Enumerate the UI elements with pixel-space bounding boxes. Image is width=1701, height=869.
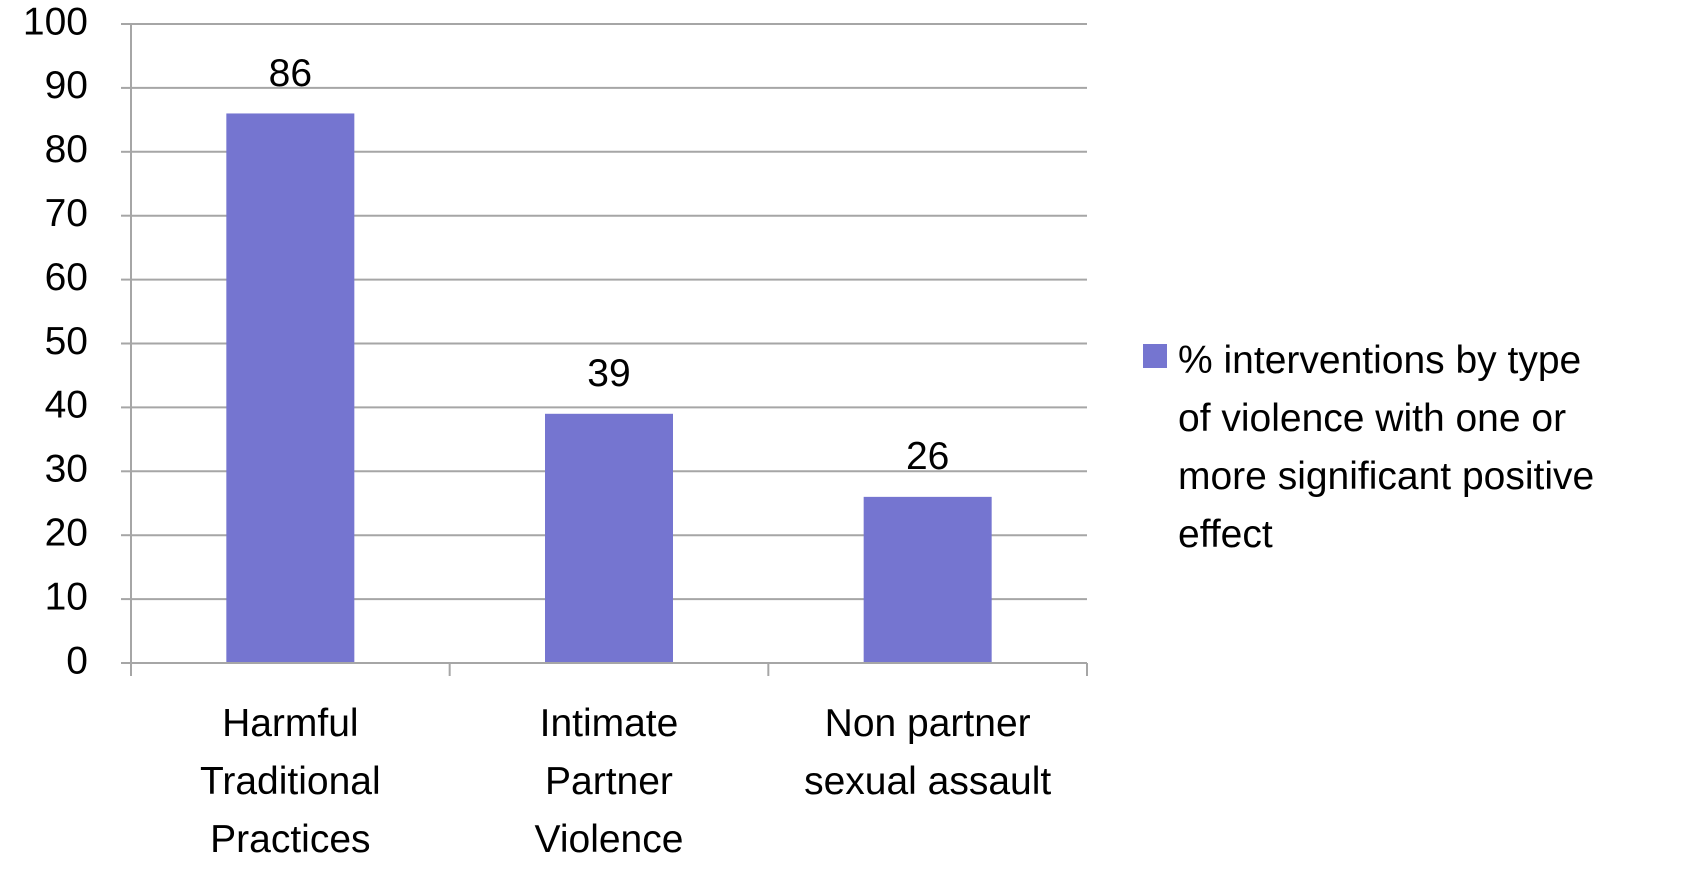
bar (545, 413, 673, 663)
x-tick-label: Harmful Traditional Practices (200, 702, 381, 861)
y-tick-label: 0 (66, 639, 88, 682)
y-tick-label: 20 (45, 511, 88, 554)
y-tick-label: 50 (45, 320, 88, 363)
value-label: 26 (906, 435, 949, 478)
legend-label: % interventions by type of violence with… (1178, 339, 1595, 556)
y-tick-label: 70 (45, 192, 88, 235)
x-tick-label: Non partner sexual assault (804, 702, 1052, 803)
y-tick-label: 60 (45, 256, 88, 299)
y-tick-label: 100 (23, 0, 88, 43)
legend: % interventions by type of violence with… (1143, 332, 1594, 564)
value-label: 39 (587, 352, 630, 395)
y-tick-label: 90 (45, 64, 88, 107)
y-tick-label: 30 (45, 448, 88, 491)
y-tick-label: 80 (45, 128, 88, 171)
y-tick-label: 40 (45, 384, 88, 427)
x-tick-label: Intimate Partner Violence (534, 702, 684, 861)
bar (226, 113, 355, 663)
y-tick-label: 10 (45, 575, 88, 618)
bar (863, 496, 992, 663)
legend-swatch (1143, 344, 1167, 368)
value-label: 86 (269, 52, 312, 95)
